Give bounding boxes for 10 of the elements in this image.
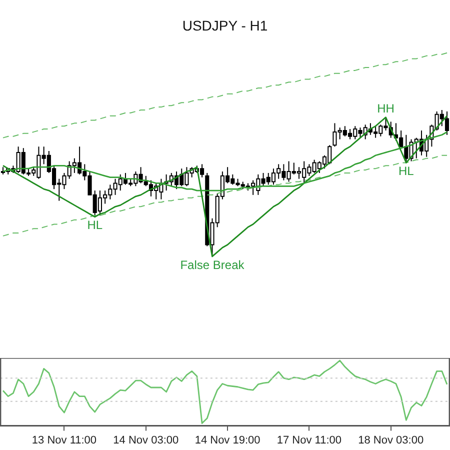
annotation: False Break	[180, 258, 246, 272]
chart-title: USDJPY - H1	[182, 17, 268, 34]
annotation: HH	[377, 102, 394, 116]
x-tick-label: 17 Nov 11:00	[276, 434, 342, 446]
x-tick-label: 13 Nov 11:00	[32, 434, 97, 446]
x-tick-label: 14 Nov 19:00	[194, 434, 260, 446]
annotation: HL	[398, 164, 414, 178]
x-tick-label: 14 Nov 03:00	[113, 434, 179, 446]
annotation: HL	[87, 218, 103, 232]
x-tick-label: 18 Nov 03:00	[358, 434, 424, 446]
